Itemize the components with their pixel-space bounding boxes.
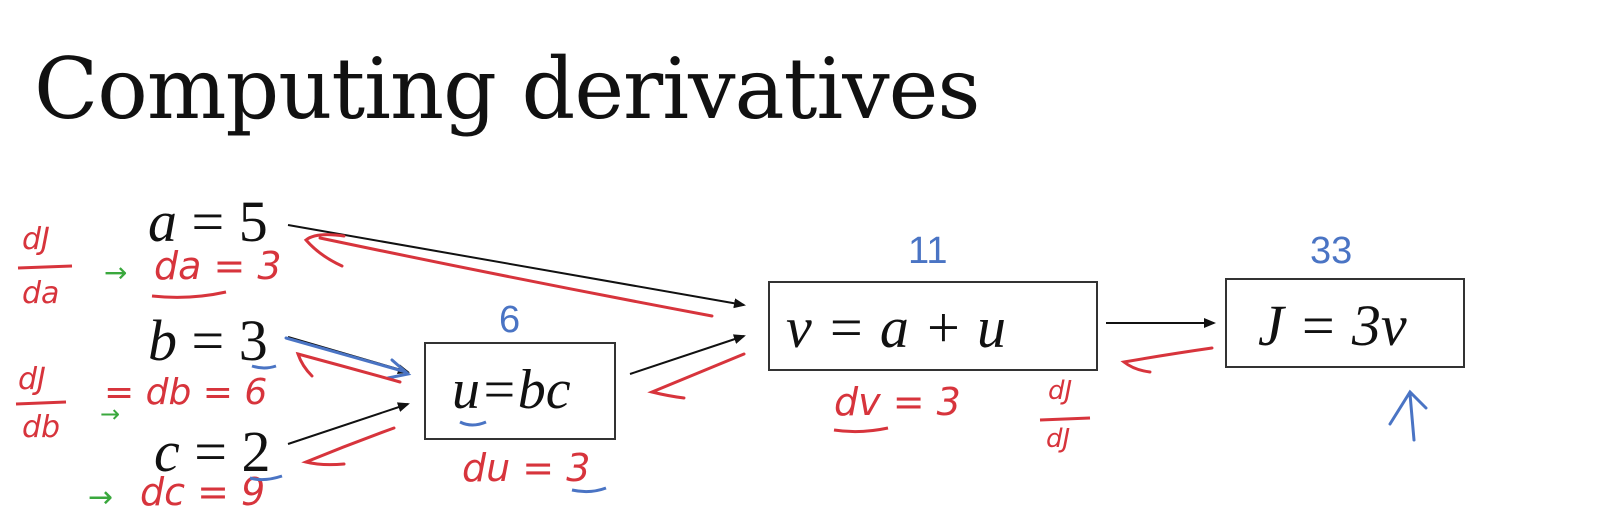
node-v-value: 11 xyxy=(908,230,948,272)
dc-equals: dc = 9 xyxy=(140,470,266,514)
node-u-box xyxy=(424,342,616,440)
input-b: b = 3 xyxy=(148,307,268,374)
node-v-formula: v = a + u xyxy=(786,295,1007,360)
var-a: a xyxy=(148,189,177,254)
backprop-u-to-b xyxy=(295,351,402,384)
underline-dv xyxy=(833,426,889,434)
backprop-J-to-v xyxy=(1120,346,1214,374)
input-a: a = 5 xyxy=(148,188,268,255)
dJ-dJ-numerator: dJ xyxy=(1048,376,1073,406)
slide-title: Computing derivatives xyxy=(34,40,980,138)
underline-b-val xyxy=(251,364,277,370)
val-c: 2 xyxy=(241,419,271,484)
val-b: 3 xyxy=(238,308,268,373)
node-v-box xyxy=(768,281,1098,371)
blue-arrow-b-to-u xyxy=(284,336,412,380)
green-arrow-c: → xyxy=(88,480,114,515)
eq-c: = xyxy=(179,419,242,484)
dJ-da-numerator: dJ xyxy=(22,222,50,257)
dJ-db-numerator: dJ xyxy=(18,362,46,397)
dJ-dJ-denominator: dJ xyxy=(1046,424,1071,454)
node-u-var: u xyxy=(452,359,480,421)
green-arrow-b: → xyxy=(100,400,121,428)
du-equals: du = 3 xyxy=(462,446,591,490)
blue-up-arrow-J xyxy=(1388,389,1428,442)
edge-c-to-u xyxy=(287,402,410,445)
fraction-bar-db xyxy=(15,400,67,406)
node-J-formula: J = 3v xyxy=(1258,293,1407,358)
node-J-box xyxy=(1225,278,1465,368)
underline-da xyxy=(151,290,227,299)
eq-a: = xyxy=(177,189,239,254)
val-a: 5 xyxy=(238,189,268,254)
dJ-db-denominator: db xyxy=(22,410,61,445)
da-equals: da = 3 xyxy=(154,244,282,288)
node-u-rest: =bc xyxy=(480,359,571,421)
backprop-v-to-a xyxy=(318,236,714,318)
green-arrow-a: → xyxy=(104,256,128,289)
edge-a-to-v xyxy=(287,224,746,309)
backprop-head-a xyxy=(303,233,346,268)
underline-c-val xyxy=(249,474,283,482)
edge-u-to-v xyxy=(629,334,746,375)
dJ-da-denominator: da xyxy=(22,276,60,311)
db-equals: = db = 6 xyxy=(104,372,268,413)
var-c: c xyxy=(154,419,180,484)
backprop-v-to-u xyxy=(647,352,746,400)
node-u-value: 6 xyxy=(499,299,521,341)
fraction-bar-dJ xyxy=(1039,416,1091,422)
dv-equals: dv = 3 xyxy=(834,380,961,424)
backprop-u-to-c xyxy=(301,426,396,467)
var-b: b xyxy=(148,308,177,373)
input-c: c = 2 xyxy=(154,418,270,485)
node-J-value: 33 xyxy=(1310,230,1353,272)
fraction-bar-da xyxy=(17,264,73,270)
eq-b: = xyxy=(177,308,239,373)
underline-u xyxy=(459,420,487,427)
underline-du-3 xyxy=(571,486,607,494)
node-u-formula: u=bc xyxy=(452,358,571,422)
